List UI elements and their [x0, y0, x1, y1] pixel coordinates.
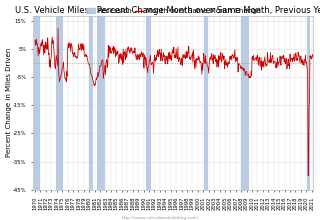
Bar	[308, 16, 310, 190]
Bar	[89, 16, 93, 190]
Bar	[241, 16, 249, 190]
Y-axis label: Percent Change in Miles Driven: Percent Change in Miles Driven	[5, 48, 12, 157]
Bar	[56, 16, 63, 190]
Bar	[35, 16, 40, 190]
Title: U.S. Vehicle Miles,  Percent Change Month over Same Month, Previous Year: U.S. Vehicle Miles, Percent Change Month…	[15, 6, 320, 15]
Bar	[146, 16, 151, 190]
Text: http://www.calculatedriskblog.com/: http://www.calculatedriskblog.com/	[121, 216, 199, 220]
Bar	[204, 16, 208, 190]
Legend: Recession, Month over Same Month Change: Recession, Month over Same Month Change	[84, 5, 263, 17]
Bar	[97, 16, 105, 190]
